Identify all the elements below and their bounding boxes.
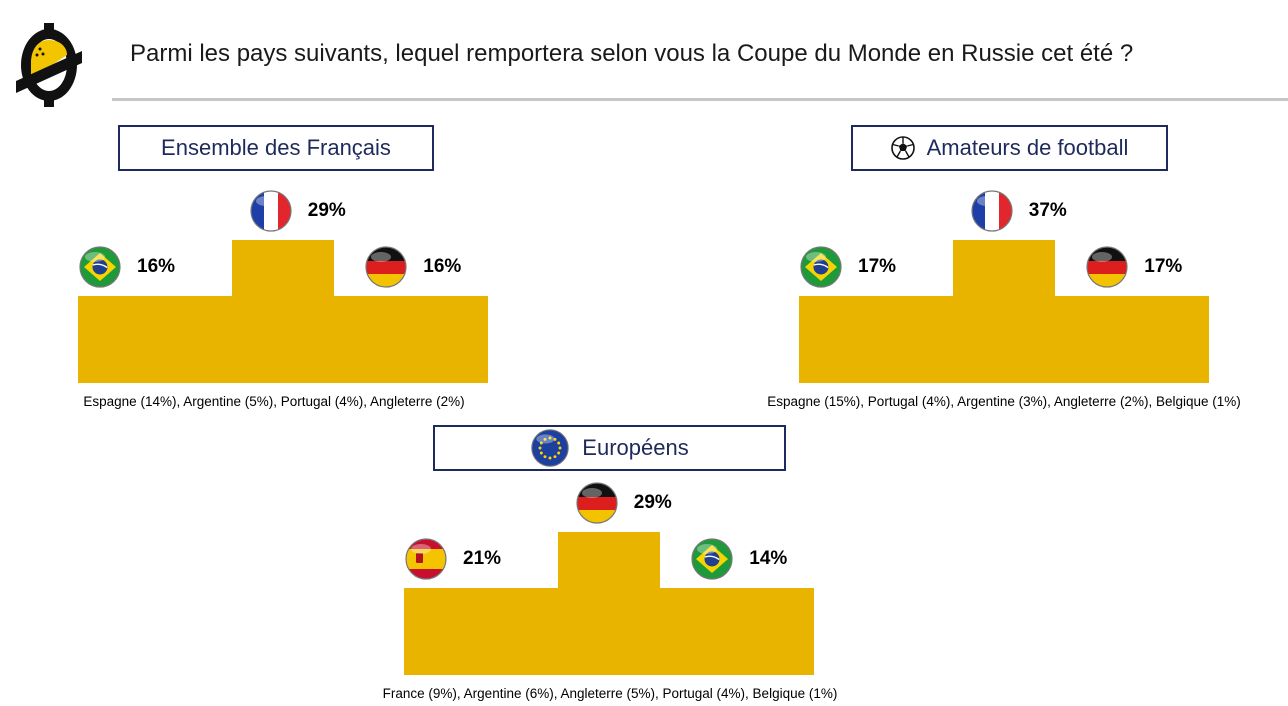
germany-flag-icon xyxy=(1085,245,1129,294)
value-label: 17% xyxy=(1144,256,1183,277)
brazil-flag-icon xyxy=(690,537,734,586)
eu-flag-icon xyxy=(530,428,570,468)
panel-title-box: Ensemble des Français xyxy=(118,125,434,171)
other-countries-note: Espagne (15%), Portugal (4%), Argentine … xyxy=(767,394,1241,409)
spain-flag-icon xyxy=(404,537,448,586)
brazil-flag-icon xyxy=(78,245,122,294)
podium-step-1 xyxy=(557,532,661,675)
france-flag-icon xyxy=(249,189,293,238)
podium-step-3 xyxy=(1055,296,1209,383)
germany-flag-icon xyxy=(364,245,408,294)
panel-title: Amateurs de football xyxy=(926,135,1129,160)
other-countries-note: France (9%), Argentine (6%), Angleterre … xyxy=(382,686,838,701)
podium-step-2 xyxy=(404,588,558,675)
brand-logo xyxy=(16,23,82,107)
other-countries-note: Espagne (14%), Argentine (5%), Portugal … xyxy=(83,394,465,409)
podium-step-1 xyxy=(231,240,335,383)
brazil-flag-icon xyxy=(799,245,843,294)
panel-title-box: Européens xyxy=(433,425,786,471)
podium-step-2 xyxy=(799,296,953,383)
podium-step-2 xyxy=(78,296,232,383)
value-label: 16% xyxy=(423,256,462,277)
germany-flag-icon xyxy=(575,481,619,530)
france-flag-icon xyxy=(970,189,1014,238)
panel-title: Européens xyxy=(582,435,689,460)
podium-step-3 xyxy=(334,296,488,383)
value-label: 21% xyxy=(463,548,502,569)
podium-step-3 xyxy=(660,588,814,675)
value-label: 37% xyxy=(1028,200,1067,221)
value-label: 17% xyxy=(858,256,897,277)
title-divider xyxy=(112,98,1288,101)
podium-step-1 xyxy=(952,240,1056,383)
panel-title-box: Amateurs de football xyxy=(851,125,1168,171)
value-label: 29% xyxy=(307,200,346,221)
value-label: 16% xyxy=(137,256,176,277)
page-title: Parmi les pays suivants, lequel remporte… xyxy=(130,40,1134,67)
value-label: 14% xyxy=(749,548,788,569)
soccer-ball-icon xyxy=(890,136,915,160)
panel-title: Ensemble des Français xyxy=(161,135,391,160)
value-label: 29% xyxy=(633,492,672,513)
